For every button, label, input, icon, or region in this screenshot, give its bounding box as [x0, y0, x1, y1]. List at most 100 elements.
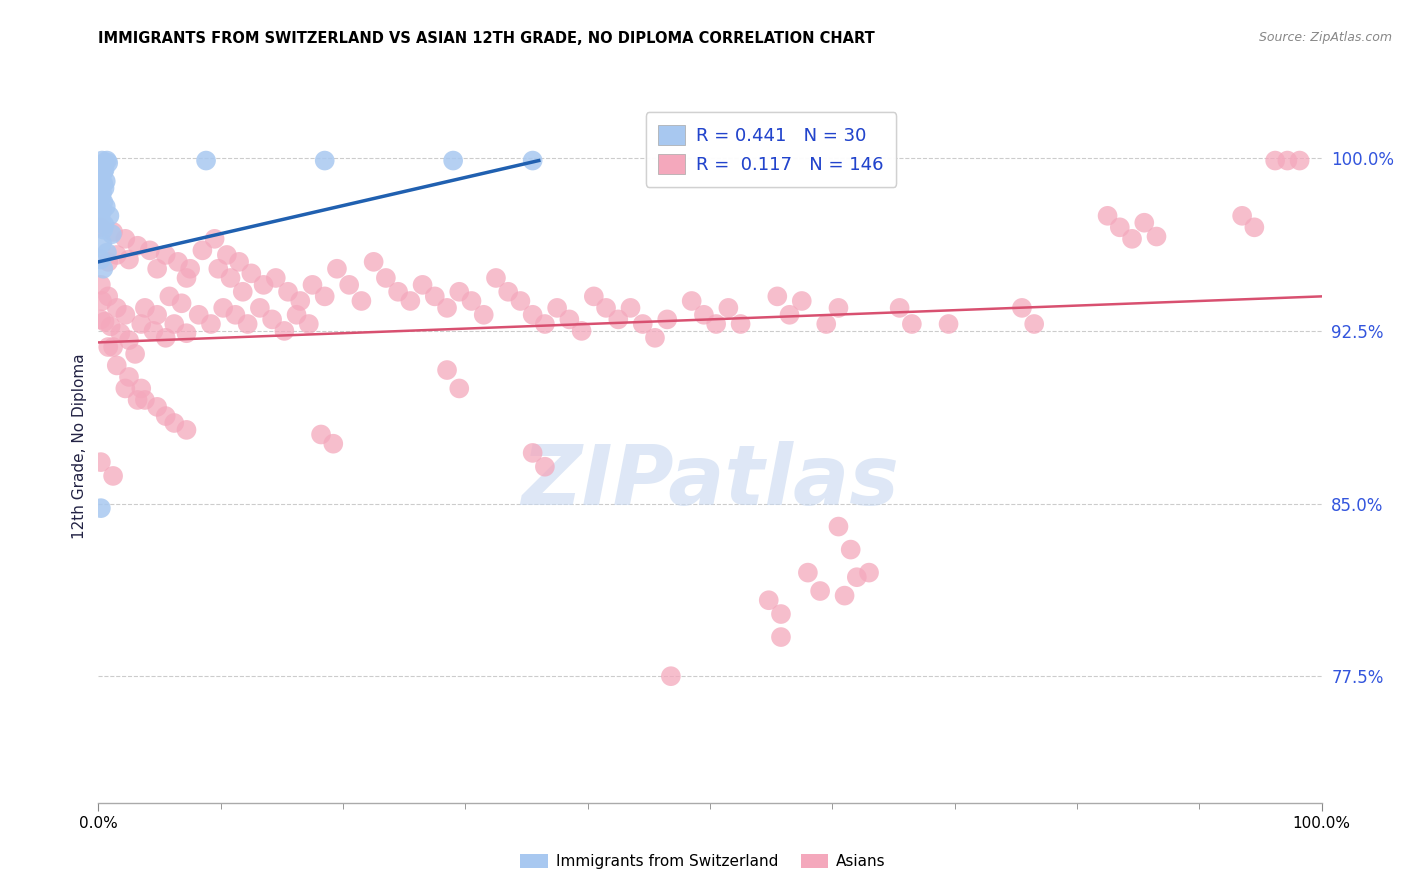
- Point: [96, 153, 118, 168]
- Point: [224, 308, 246, 322]
- Point: [93, 181, 115, 195]
- Point: [704, 317, 727, 331]
- Point: [97, 340, 120, 354]
- Point: [93, 156, 115, 170]
- Point: [693, 308, 716, 322]
- Point: [118, 370, 141, 384]
- Point: [101, 340, 124, 354]
- Point: [1097, 209, 1119, 223]
- Point: [769, 630, 792, 644]
- Point: [163, 317, 186, 331]
- Point: [496, 285, 519, 299]
- Point: [815, 317, 838, 331]
- Point: [91, 222, 114, 236]
- Point: [374, 271, 396, 285]
- Point: [363, 255, 385, 269]
- Point: [90, 501, 112, 516]
- Point: [534, 459, 557, 474]
- Point: [1011, 301, 1033, 315]
- Point: [277, 285, 299, 299]
- Point: [118, 333, 141, 347]
- Point: [808, 584, 831, 599]
- Point: [93, 162, 115, 177]
- Point: [571, 324, 593, 338]
- Legend: R = 0.441   N = 30, R =  0.117   N = 146: R = 0.441 N = 30, R = 0.117 N = 146: [645, 112, 897, 186]
- Point: [96, 245, 118, 260]
- Point: [90, 252, 112, 267]
- Point: [232, 285, 254, 299]
- Point: [681, 293, 703, 308]
- Point: [901, 317, 924, 331]
- Point: [730, 317, 752, 331]
- Point: [228, 255, 250, 269]
- Point: [129, 381, 152, 395]
- Point: [631, 317, 654, 331]
- Point: [146, 400, 169, 414]
- Point: [298, 317, 321, 331]
- Point: [779, 308, 801, 322]
- Point: [110, 326, 132, 341]
- Point: [91, 161, 114, 175]
- Point: [101, 227, 124, 242]
- Point: [264, 271, 287, 285]
- Point: [472, 308, 495, 322]
- Point: [436, 363, 458, 377]
- Point: [460, 293, 482, 308]
- Point: [105, 301, 128, 315]
- Point: [769, 607, 792, 621]
- Point: [90, 220, 112, 235]
- Point: [290, 293, 312, 308]
- Point: [1277, 153, 1299, 168]
- Point: [827, 519, 849, 533]
- Point: [91, 186, 114, 200]
- Point: [423, 289, 446, 303]
- Point: [326, 261, 349, 276]
- Point: [790, 293, 813, 308]
- Point: [252, 277, 274, 292]
- Point: [98, 209, 121, 223]
- Point: [127, 392, 149, 407]
- Point: [91, 177, 114, 191]
- Point: [249, 301, 271, 315]
- Point: [938, 317, 960, 331]
- Point: [90, 455, 112, 469]
- Point: [142, 324, 165, 338]
- Point: [337, 277, 360, 292]
- Point: [387, 285, 409, 299]
- Point: [546, 301, 568, 315]
- Point: [839, 542, 862, 557]
- Point: [91, 236, 114, 251]
- Point: [522, 153, 544, 168]
- Point: [1243, 220, 1265, 235]
- Point: [97, 255, 120, 269]
- Point: [191, 244, 214, 258]
- Point: [176, 423, 198, 437]
- Point: [659, 669, 682, 683]
- Point: [163, 416, 186, 430]
- Point: [155, 409, 177, 423]
- Point: [139, 244, 162, 258]
- Point: [314, 153, 336, 168]
- Point: [187, 308, 209, 322]
- Point: [1288, 153, 1310, 168]
- Text: ZIPatlas: ZIPatlas: [522, 442, 898, 522]
- Point: [155, 248, 177, 262]
- Point: [176, 271, 198, 285]
- Point: [595, 301, 617, 315]
- Point: [619, 301, 641, 315]
- Point: [309, 427, 332, 442]
- Point: [97, 289, 120, 303]
- Point: [127, 238, 149, 252]
- Text: Source: ZipAtlas.com: Source: ZipAtlas.com: [1258, 31, 1392, 45]
- Point: [146, 261, 169, 276]
- Point: [207, 261, 229, 276]
- Point: [758, 593, 780, 607]
- Point: [827, 301, 849, 315]
- Point: [436, 301, 458, 315]
- Point: [97, 156, 120, 170]
- Point: [91, 153, 114, 168]
- Point: [301, 277, 323, 292]
- Point: [134, 392, 156, 407]
- Point: [399, 293, 422, 308]
- Point: [105, 359, 128, 373]
